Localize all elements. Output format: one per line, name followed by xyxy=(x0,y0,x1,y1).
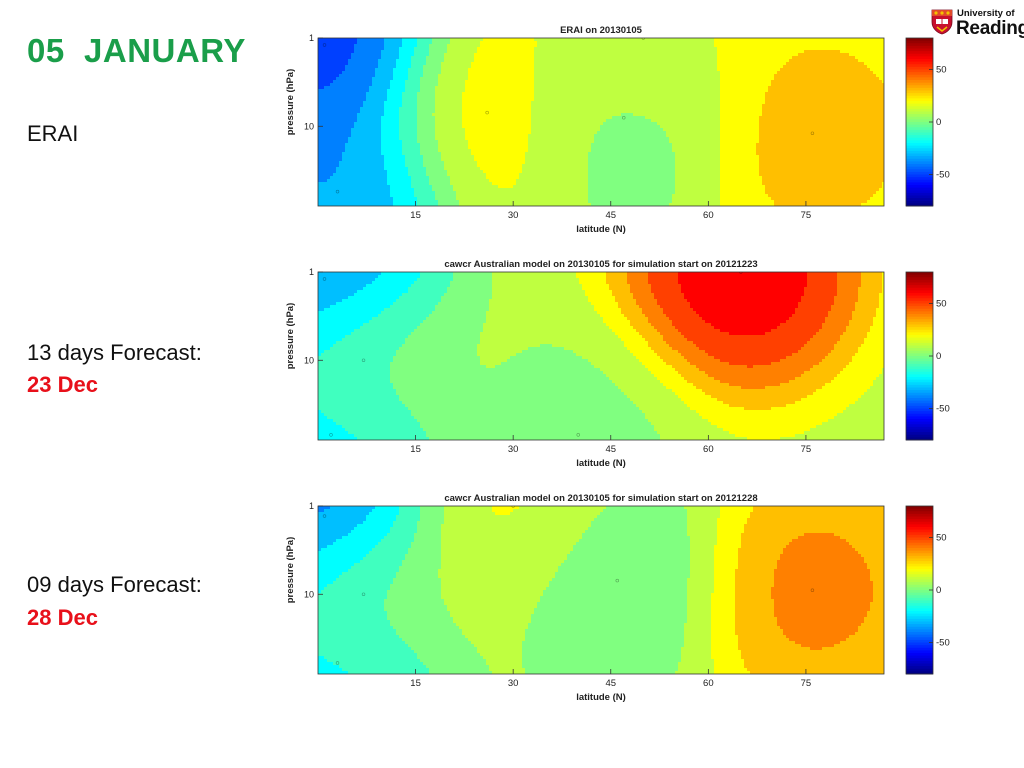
contour-center-max xyxy=(485,110,489,115)
x-axis-label: latitude (N) xyxy=(576,692,626,703)
contour-center-max xyxy=(810,588,815,592)
label-erai: ERAI xyxy=(27,119,78,149)
chart-forecast-20121228: cawcr Australian model on 20130105 for s… xyxy=(285,493,950,703)
colorbar xyxy=(905,37,934,207)
colorbar-tick-label: 0 xyxy=(936,351,941,362)
chart-title: ERAI on 20130105 xyxy=(560,25,643,36)
contour-fill xyxy=(318,272,884,440)
colorbar xyxy=(905,271,934,441)
x-tick-label: 45 xyxy=(605,444,616,455)
label-forecast-09-days: 09 days Forecast: xyxy=(27,570,202,600)
colorbar-tick-label: 50 xyxy=(936,299,947,310)
x-tick-label: 15 xyxy=(410,678,421,689)
colorbar-tick-label: 0 xyxy=(936,117,941,128)
slide-title: 05 JANUARY xyxy=(27,32,246,70)
x-tick-label: 30 xyxy=(508,678,519,689)
plot-frame xyxy=(317,505,885,675)
colorbar-tick-label: -50 xyxy=(936,404,950,415)
x-tick-label: 75 xyxy=(801,444,812,455)
university-logo: University of Reading xyxy=(931,6,1024,40)
x-tick-label: 15 xyxy=(410,210,421,221)
colorbar-tick-label: 50 xyxy=(936,533,947,544)
y-axis-label: pressure (hPa) xyxy=(285,69,296,136)
colorbar-tick-label: 50 xyxy=(936,65,947,76)
contour-center-min xyxy=(576,433,580,437)
chart-title: cawcr Australian model on 20130105 for s… xyxy=(444,259,757,270)
chart-panel-forecast-20121223: cawcr Australian model on 20130105 for s… xyxy=(278,250,978,475)
x-tick-label: 75 xyxy=(801,678,812,689)
chart-panel-erai: ERAI on 20130105 15 30 45 60 75 latitude (N) 1 1… xyxy=(278,16,978,241)
x-tick-label: 75 xyxy=(801,210,812,221)
label-forecast-13-days-date: 23 Dec xyxy=(27,370,98,400)
contour-center-max xyxy=(361,358,366,362)
contour-center-min xyxy=(322,277,327,281)
contour-center-max xyxy=(810,131,815,135)
x-tick-label: 15 xyxy=(410,444,421,455)
y-tick-label: 10 xyxy=(304,121,314,131)
label-forecast-09-days-date: 28 Dec xyxy=(27,603,98,633)
contour-center-min xyxy=(622,116,626,120)
x-tick-label: 60 xyxy=(703,210,714,221)
x-axis-label: latitude (N) xyxy=(576,458,626,469)
y-tick-label: 1 xyxy=(309,267,314,277)
contour-fill xyxy=(318,38,884,206)
y-tick-label: 10 xyxy=(304,589,314,599)
x-tick-label: 45 xyxy=(605,678,616,689)
x-tick-label: 45 xyxy=(605,210,616,221)
x-axis-label: latitude (N) xyxy=(576,224,626,235)
contour-center-min xyxy=(322,43,327,47)
x-tick-label: 60 xyxy=(703,444,714,455)
chart-title: cawcr Australian model on 20130105 for s… xyxy=(444,493,757,504)
chart-erai: ERAI on 20130105 15 30 45 60 75 latitude (N) 1 1… xyxy=(285,25,950,235)
x-tick-label: 30 xyxy=(508,210,519,221)
chart-panel-forecast-20121228: cawcr Australian model on 20130105 for s… xyxy=(278,484,978,709)
y-tick-label: 1 xyxy=(309,33,314,43)
y-tick-label: 1 xyxy=(309,501,314,511)
contour-fill xyxy=(318,506,884,674)
x-tick-label: 30 xyxy=(508,444,519,455)
contour-center-min xyxy=(335,189,340,194)
university-shield-icon xyxy=(931,9,953,35)
label-forecast-13-days: 13 days Forecast: xyxy=(27,338,202,368)
contour-center-min xyxy=(322,514,327,518)
x-tick-label: 60 xyxy=(703,678,714,689)
chart-forecast-20121223: cawcr Australian model on 20130105 for s… xyxy=(285,259,950,469)
contour-center-max xyxy=(361,592,366,596)
contour-center-min xyxy=(335,661,340,665)
y-axis-label: pressure (hPa) xyxy=(285,537,296,604)
colorbar xyxy=(905,505,934,675)
colorbar-tick-label: 0 xyxy=(936,585,941,596)
logo-line-reading: Reading xyxy=(956,18,1024,40)
plot-frame xyxy=(317,271,885,441)
y-axis-label: pressure (hPa) xyxy=(285,303,296,370)
logo-line-university: University of xyxy=(957,8,1015,19)
colorbar-tick-label: -50 xyxy=(936,170,950,181)
contour-center-min xyxy=(615,578,619,583)
plot-frame xyxy=(317,37,885,207)
colorbar-tick-label: -50 xyxy=(936,638,950,649)
y-tick-label: 10 xyxy=(304,355,314,365)
contour-center-min xyxy=(329,433,333,437)
